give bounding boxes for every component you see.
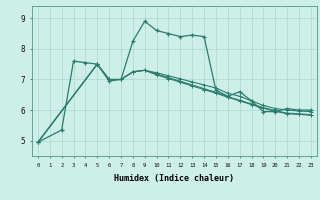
X-axis label: Humidex (Indice chaleur): Humidex (Indice chaleur) (115, 174, 234, 183)
